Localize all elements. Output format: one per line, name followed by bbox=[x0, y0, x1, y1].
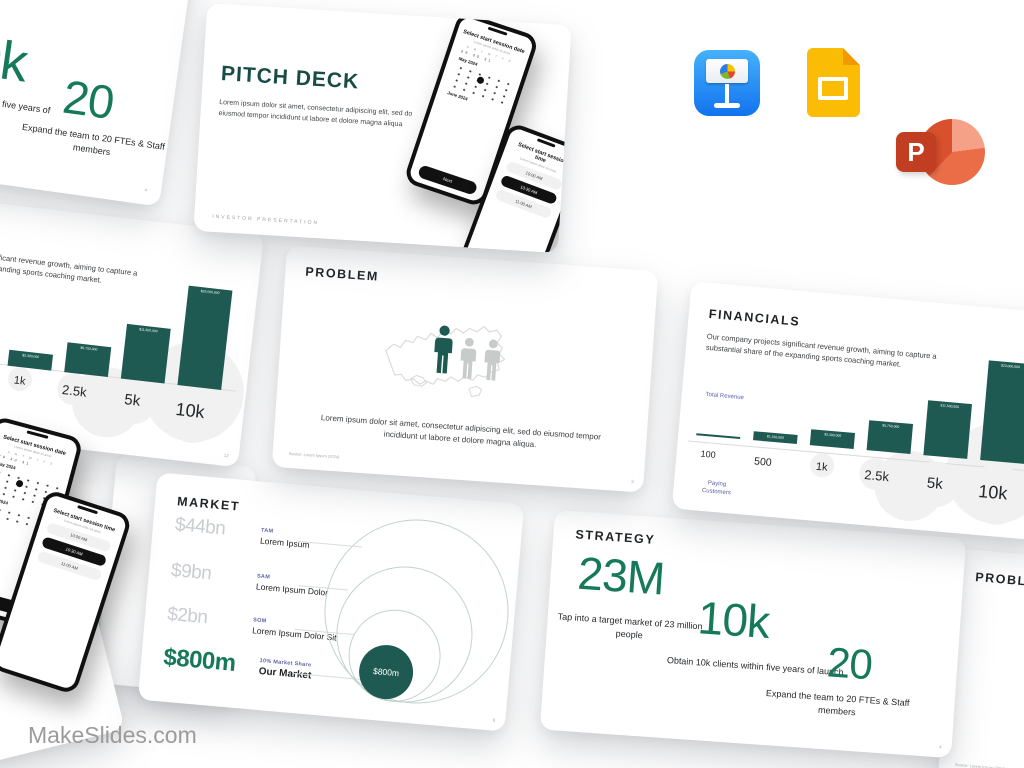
category-label: 2.5k bbox=[61, 382, 88, 400]
stat-caption: Tap into a target market of 23 million p… bbox=[557, 611, 703, 641]
market-value-our: $800m bbox=[162, 643, 237, 677]
bar-value-label: $2,300,000 bbox=[22, 353, 40, 360]
market-tag: TAM bbox=[260, 527, 274, 535]
slide-card-strategy-partial[interactable]: 10k Obtain 10k clients within five years… bbox=[0, 0, 198, 207]
person-icon-primary bbox=[434, 325, 453, 374]
stat-value: 23M bbox=[576, 546, 666, 605]
category-label: 500 bbox=[753, 455, 773, 469]
phone-date-header: Select start session date bbox=[462, 28, 526, 56]
bar-value-label: $23,000,000 bbox=[1000, 363, 1020, 370]
page-number: 3 bbox=[630, 478, 634, 485]
hong-kong-map-outline bbox=[385, 326, 506, 398]
slide-card-financials-partial[interactable]: FINANCIALS Our company projects signific… bbox=[0, 191, 265, 468]
selected-day-dot bbox=[476, 75, 485, 85]
slide-title: PROBLEM bbox=[304, 264, 380, 284]
slide-title: PROBLEM bbox=[974, 569, 1024, 591]
market-tag: SOM bbox=[252, 617, 267, 625]
revenue-bar: $23,000,000 bbox=[980, 360, 1024, 464]
market-value: $2bn bbox=[166, 603, 209, 629]
category-label: 100 bbox=[700, 448, 717, 460]
market-label: Lorem Ipsum Dolor bbox=[255, 581, 329, 598]
selected-day-dot bbox=[15, 479, 25, 488]
stat-caption: Expand the team to 20 FTEs & Staff membe… bbox=[765, 688, 910, 718]
slide-card-strategy[interactable]: STRATEGY 23M Tap into a target market of… bbox=[539, 509, 967, 759]
revenue-bar: $5,750,000 bbox=[64, 342, 112, 378]
category-label: 1k bbox=[815, 460, 829, 474]
page-number: 4 bbox=[144, 187, 148, 193]
google-slides-icon[interactable] bbox=[807, 48, 860, 117]
powerpoint-icon[interactable]: P bbox=[896, 119, 985, 185]
page-number: 4 bbox=[938, 744, 942, 750]
category-label: 10k bbox=[977, 481, 1009, 504]
slide-title: FINANCIALS bbox=[708, 306, 801, 329]
stat-value: 20 bbox=[59, 69, 117, 129]
x-axis-label: Paying Customers bbox=[701, 480, 732, 497]
slide-title: STRATEGY bbox=[575, 527, 656, 547]
revenue-bar: $2,300,000 bbox=[809, 429, 856, 449]
bar-value-label: $23,000,000 bbox=[200, 289, 220, 296]
slide-card-problem[interactable]: PROBLEM Lorem ipsum dolor sit amet, cons… bbox=[271, 245, 659, 493]
next-button: Next bbox=[416, 164, 479, 196]
slide-title: MARKET bbox=[176, 494, 241, 514]
slide-body: Lorem ipsum dolor sit amet, consectetur … bbox=[218, 98, 413, 129]
category-label: 5k bbox=[926, 474, 944, 493]
stat-value: 10k bbox=[0, 22, 31, 94]
bar-value-label: $5,750,000 bbox=[80, 345, 98, 352]
source-note: Source: Lorem Ipsum (2024) bbox=[288, 450, 340, 460]
bar-value-label: $5,750,000 bbox=[882, 423, 900, 429]
stat-caption: Obtain 10k clients within five years of … bbox=[666, 655, 844, 678]
bar-value-label: $11,500,000 bbox=[138, 327, 158, 334]
revenue-bar: $11,500,000 bbox=[120, 323, 171, 384]
y-axis-label: Total Revenue bbox=[705, 391, 745, 402]
market-value: $44bn bbox=[174, 514, 227, 540]
person-icon-gray bbox=[460, 337, 477, 379]
market-value: $9bn bbox=[170, 559, 213, 585]
category-label: 10k bbox=[174, 398, 206, 423]
slide-body: Our company projects significant revenue… bbox=[705, 331, 937, 370]
keynote-icon[interactable] bbox=[694, 50, 760, 116]
bar-value-label: $1,150,000 bbox=[766, 434, 785, 440]
page-number: 8 bbox=[492, 717, 496, 723]
slide-title: PITCH DECK bbox=[220, 62, 360, 94]
slide-card-market[interactable]: MARKET $44bn TAM Lorem Ipsum $9bn SAM Lo… bbox=[137, 472, 525, 732]
keynote-pie-chart bbox=[719, 63, 735, 79]
stat-value: 10k bbox=[696, 591, 771, 649]
market-label: Lorem Ipsum Dolor Sit bbox=[251, 625, 337, 643]
revenue-bar: $11,500,000 bbox=[923, 400, 972, 459]
slide-body: Lorem ipsum dolor sit amet, consectetur … bbox=[320, 413, 602, 450]
revenue-bar bbox=[696, 433, 741, 440]
stat-value: 20 bbox=[825, 638, 874, 689]
slide-body: Our company projects significant revenue… bbox=[0, 243, 138, 285]
keynote-base bbox=[714, 103, 740, 108]
google-slides-frame bbox=[818, 77, 848, 100]
market-label: Lorem Ipsum bbox=[259, 535, 310, 550]
page-number: 12 bbox=[223, 452, 230, 459]
bar-value-label: $2,300,000 bbox=[824, 432, 842, 438]
category-label: 2.5k bbox=[863, 467, 890, 485]
keynote-screen bbox=[706, 59, 748, 83]
slide-title: FINANCIALS bbox=[0, 217, 3, 243]
slide-card-pitch-deck[interactable]: PITCH DECK Lorem ipsum dolor sit amet, c… bbox=[193, 3, 572, 253]
market-tag: SAM bbox=[256, 573, 271, 581]
slide-footer: INVESTOR PRESENTATION bbox=[212, 213, 320, 227]
revenue-bar: $5,750,000 bbox=[866, 420, 914, 454]
source-note: Source: Lorem Ipsum (2024) bbox=[954, 761, 1006, 768]
bar-value-label: $11,500,000 bbox=[940, 403, 960, 409]
revenue-bar: $1,150,000 bbox=[753, 431, 798, 445]
keynote-stand bbox=[725, 84, 729, 103]
slide-card-financials[interactable]: FINANCIALS Our company projects signific… bbox=[671, 281, 1024, 541]
person-icon-gray bbox=[484, 339, 501, 381]
calendar-grid bbox=[446, 60, 514, 106]
category-label: 1k bbox=[13, 374, 27, 388]
powerpoint-letter-badge: P bbox=[896, 132, 936, 172]
brand-watermark: MakeSlides.com bbox=[28, 722, 197, 748]
category-label: 5k bbox=[123, 391, 142, 410]
